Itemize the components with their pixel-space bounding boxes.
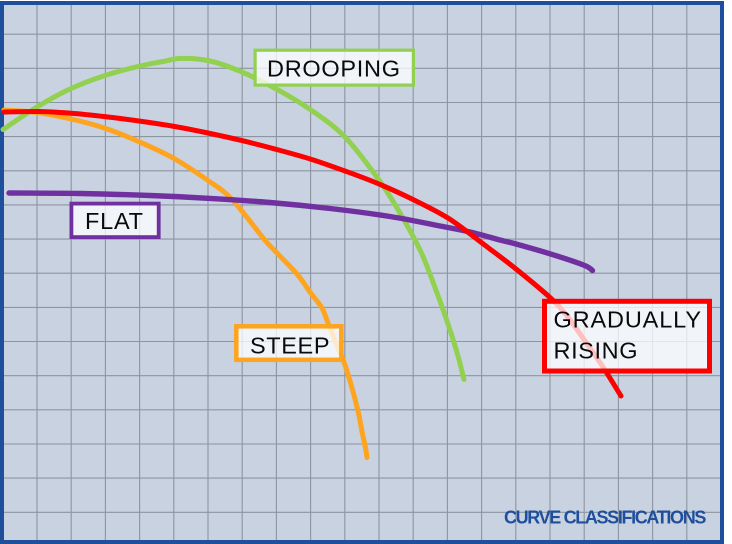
svg-text:CURVE CLASSIFICATIONS: CURVE CLASSIFICATIONS (504, 507, 706, 527)
svg-text:STEEP: STEEP (250, 333, 330, 359)
svg-text:FLAT: FLAT (85, 208, 143, 234)
svg-text:DROOPING: DROOPING (267, 56, 400, 82)
svg-text:GRADUALLY: GRADUALLY (554, 306, 702, 332)
svg-text:RISING: RISING (554, 337, 638, 363)
